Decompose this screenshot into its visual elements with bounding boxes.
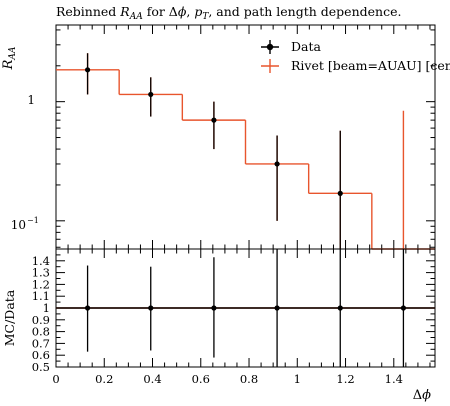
ytick-label-1: 1 [27, 93, 35, 107]
ratio-ytick-label: 1.3 [32, 266, 50, 280]
ratio-ytick-label: 1.4 [32, 254, 50, 268]
ratio-point [400, 305, 407, 311]
title-suffix: , and path length dependence. [208, 4, 401, 19]
ratio-ytick-label: 0.8 [32, 325, 50, 339]
ratio-ylabel: MC/Data [2, 289, 17, 346]
chart-title: Rebinned RAA for Δϕ, pT, and path length… [56, 4, 401, 22]
xtick-label: 0.8 [240, 372, 258, 386]
title-prefix: Rebinned [56, 4, 120, 19]
legend-data-label: Data [291, 39, 321, 54]
data-point [337, 190, 343, 196]
ytick-label-0p1-exp: −1 [27, 216, 39, 225]
xlabel-delta: Δ [413, 388, 422, 403]
xlabel-phi: ϕ [422, 388, 431, 403]
ratio-ytick-label: 0.6 [32, 348, 50, 362]
data-point [211, 117, 217, 123]
ratio-ytick-label: 1 [43, 301, 50, 315]
ratio-ytick-label: 0.9 [32, 313, 50, 327]
title-p-sub: T [202, 12, 209, 22]
ratio-ticks: 0.50.60.70.80.911.11.21.31.40 0.2 0.4 0.6 0.… [32, 248, 435, 386]
title-var-sub: AA [129, 12, 143, 22]
x-axis-label: Δϕ [413, 388, 431, 403]
ratio-panel: 0.50.60.70.80.911.11.21.31.40 0.2 0.4 0.6 0.… [2, 248, 436, 403]
xtick-label: 1.4 [385, 372, 403, 386]
main-ylabel-sub: AA [8, 46, 18, 60]
ytick-label-0p1-base: 10 [11, 218, 26, 232]
main-ylabel: RAA [1, 46, 18, 70]
data-point [84, 67, 91, 73]
ratio-point [84, 305, 91, 311]
main-ticks [55, 25, 435, 249]
xtick-label: 1.2 [336, 372, 354, 386]
ratio-point [148, 305, 154, 311]
main-data-points [84, 53, 343, 249]
legend-mc-label: Rivet [beam=AUAU] [cen [291, 58, 450, 73]
ratio-ytick-label: 1.2 [32, 277, 50, 291]
title-mid: for Δ [143, 4, 178, 19]
ratio-point [274, 305, 280, 311]
ratio-ytick-label: 0.5 [32, 360, 50, 374]
title-var: R [119, 4, 129, 19]
main-mc-histogram [56, 53, 435, 250]
title-p: p [194, 4, 202, 19]
main-panel: 1 10 −1 RAA Data Rivet [beam=AUAU] [cen [1, 24, 450, 250]
xtick-label: 0.4 [143, 372, 161, 386]
ratio-data-points [56, 249, 435, 367]
data-point [148, 91, 154, 98]
ratio-point [211, 305, 217, 311]
title-comma: , [186, 4, 194, 19]
legend-data-marker [266, 43, 274, 51]
legend: Data Rivet [beam=AUAU] [cen [261, 39, 450, 73]
ratio-point [337, 305, 343, 311]
data-point [274, 161, 280, 167]
main-ylabel-var: R [1, 59, 16, 70]
xtick-label: 1 [294, 372, 301, 386]
xtick-label: 0 [52, 372, 59, 386]
ratio-ytick-label: 1.1 [32, 289, 50, 303]
xtick-label: 0.2 [95, 372, 113, 386]
xtick-label: 0.6 [192, 372, 210, 386]
ratio-ytick-label: 0.7 [32, 336, 50, 350]
title-phi: ϕ [178, 4, 187, 19]
